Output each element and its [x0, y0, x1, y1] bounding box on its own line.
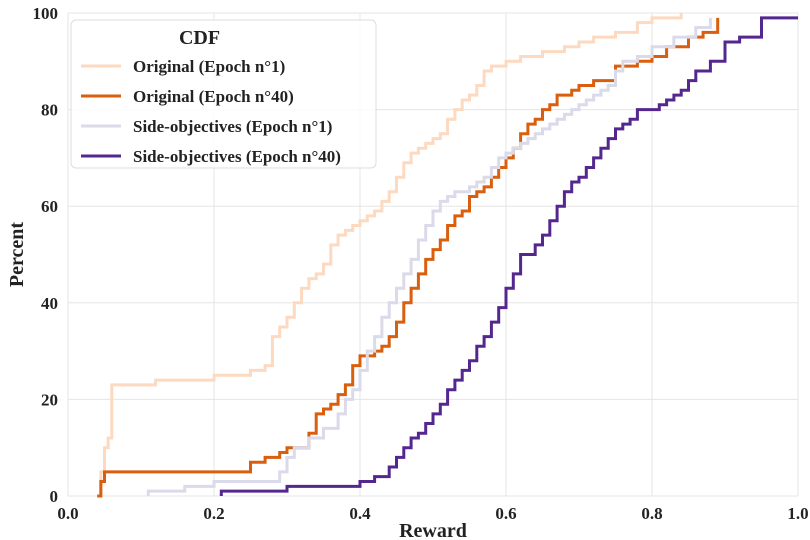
x-axis-title: Reward: [399, 520, 467, 540]
series-group: [97, 13, 798, 498]
legend-label: Original (Epoch n°40): [133, 87, 294, 106]
y-axis-title: Percent: [6, 222, 28, 287]
legend-label: Side-objectives (Epoch n°40): [133, 147, 341, 166]
axes: 0.0 0.2 0.4 0.6 0.8 1.0 0 20 40 60 80 100 Reward Perc…: [6, 4, 809, 540]
y-tick-label: 0: [50, 487, 59, 506]
x-tick-label: 1.0: [787, 504, 808, 523]
y-tick-label: 20: [41, 390, 58, 409]
legend: CDF Original (Epoch n°1) Original (Epoch n…: [70, 19, 377, 169]
x-tick-label: 0.2: [203, 504, 224, 523]
series-line-2: [97, 17, 720, 498]
y-tick-label: 100: [33, 4, 59, 23]
x-tick-label: 0.0: [57, 504, 78, 523]
series-line-3: [146, 17, 712, 496]
x-tick-label: 0.6: [495, 504, 516, 523]
x-tick-label: 0.8: [641, 504, 662, 523]
legend-label: Original (Epoch n°1): [133, 57, 285, 76]
legend-box: [70, 19, 377, 169]
legend-title: CDF: [179, 27, 220, 49]
y-tick-label: 60: [41, 197, 58, 216]
legend-label: Side-objectives (Epoch n°1): [133, 117, 332, 136]
series-line-1: [97, 13, 683, 498]
series-line-4: [219, 16, 798, 496]
y-tick-label: 80: [41, 101, 58, 120]
x-tick-label: 0.4: [349, 504, 371, 523]
y-tick-label: 40: [41, 294, 58, 313]
